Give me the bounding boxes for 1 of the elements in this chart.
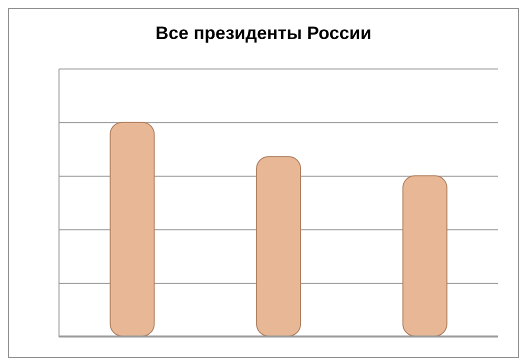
chart-title: Все президенты России [154,23,372,44]
